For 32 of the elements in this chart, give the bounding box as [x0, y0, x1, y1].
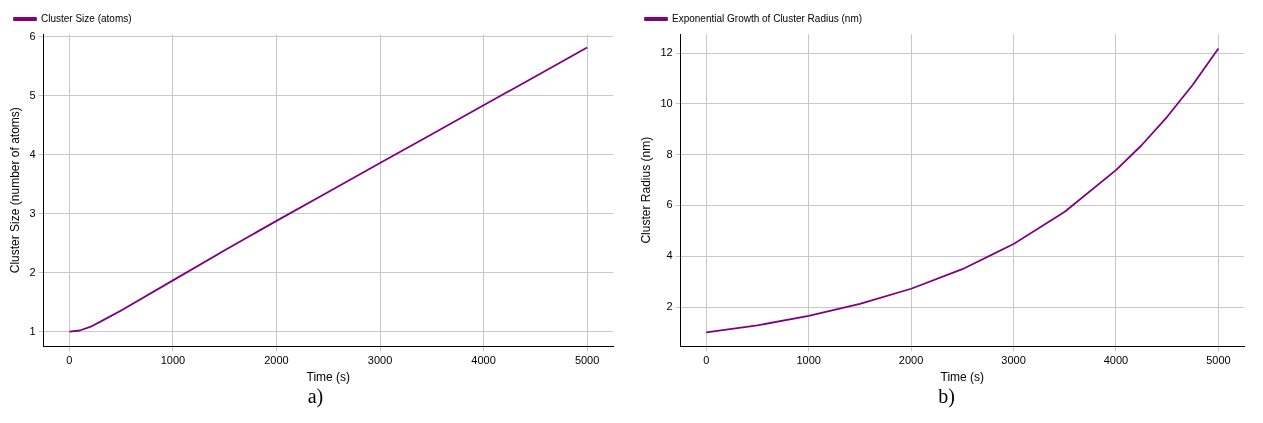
- y-tick-label: 6: [666, 198, 673, 211]
- x-tick-label: 1000: [796, 354, 821, 367]
- legend-label: Cluster Size (atoms): [41, 12, 132, 24]
- y-tick-label: 3: [29, 206, 36, 219]
- text: b): [937, 385, 956, 408]
- x-tick-label: 0: [66, 354, 73, 367]
- x-tick-label: 4000: [471, 354, 496, 367]
- y-tick-label: 6: [29, 29, 36, 42]
- x-tick-label: 5000: [574, 354, 600, 367]
- x-tick-label: 2000: [264, 354, 289, 367]
- y-tick-label: 10: [660, 96, 673, 109]
- legend-label: Exponential Growth of Cluster Radius (nm): [672, 12, 863, 24]
- y-tick-label: 4: [666, 249, 673, 262]
- x-tick-label: 1000: [160, 354, 186, 367]
- x-axis-title: Time (s): [940, 370, 985, 385]
- y-tick-label: 4: [29, 147, 36, 160]
- y-tick-label: 8: [666, 147, 673, 160]
- x-tick-label: 5000: [1206, 354, 1231, 367]
- y-axis-title: Cluster Size (number of atoms): [7, 107, 22, 274]
- x-tick-label: 3000: [367, 354, 393, 367]
- y-tick-label: 1: [29, 324, 36, 337]
- y-tick-label: 12: [660, 46, 673, 59]
- x-tick-label: 3000: [1001, 354, 1026, 367]
- text: a): [306, 385, 325, 408]
- x-tick-label: 4000: [1103, 354, 1129, 367]
- x-tick-label: 0: [703, 354, 710, 367]
- y-tick-label: 2: [666, 300, 673, 313]
- y-tick-label: 2: [29, 265, 36, 278]
- y-tick-label: 5: [29, 88, 36, 101]
- y-axis-title: Cluster Radius (nm): [638, 136, 653, 244]
- x-tick-label: 2000: [898, 354, 924, 367]
- x-axis-title: Time (s): [306, 370, 351, 385]
